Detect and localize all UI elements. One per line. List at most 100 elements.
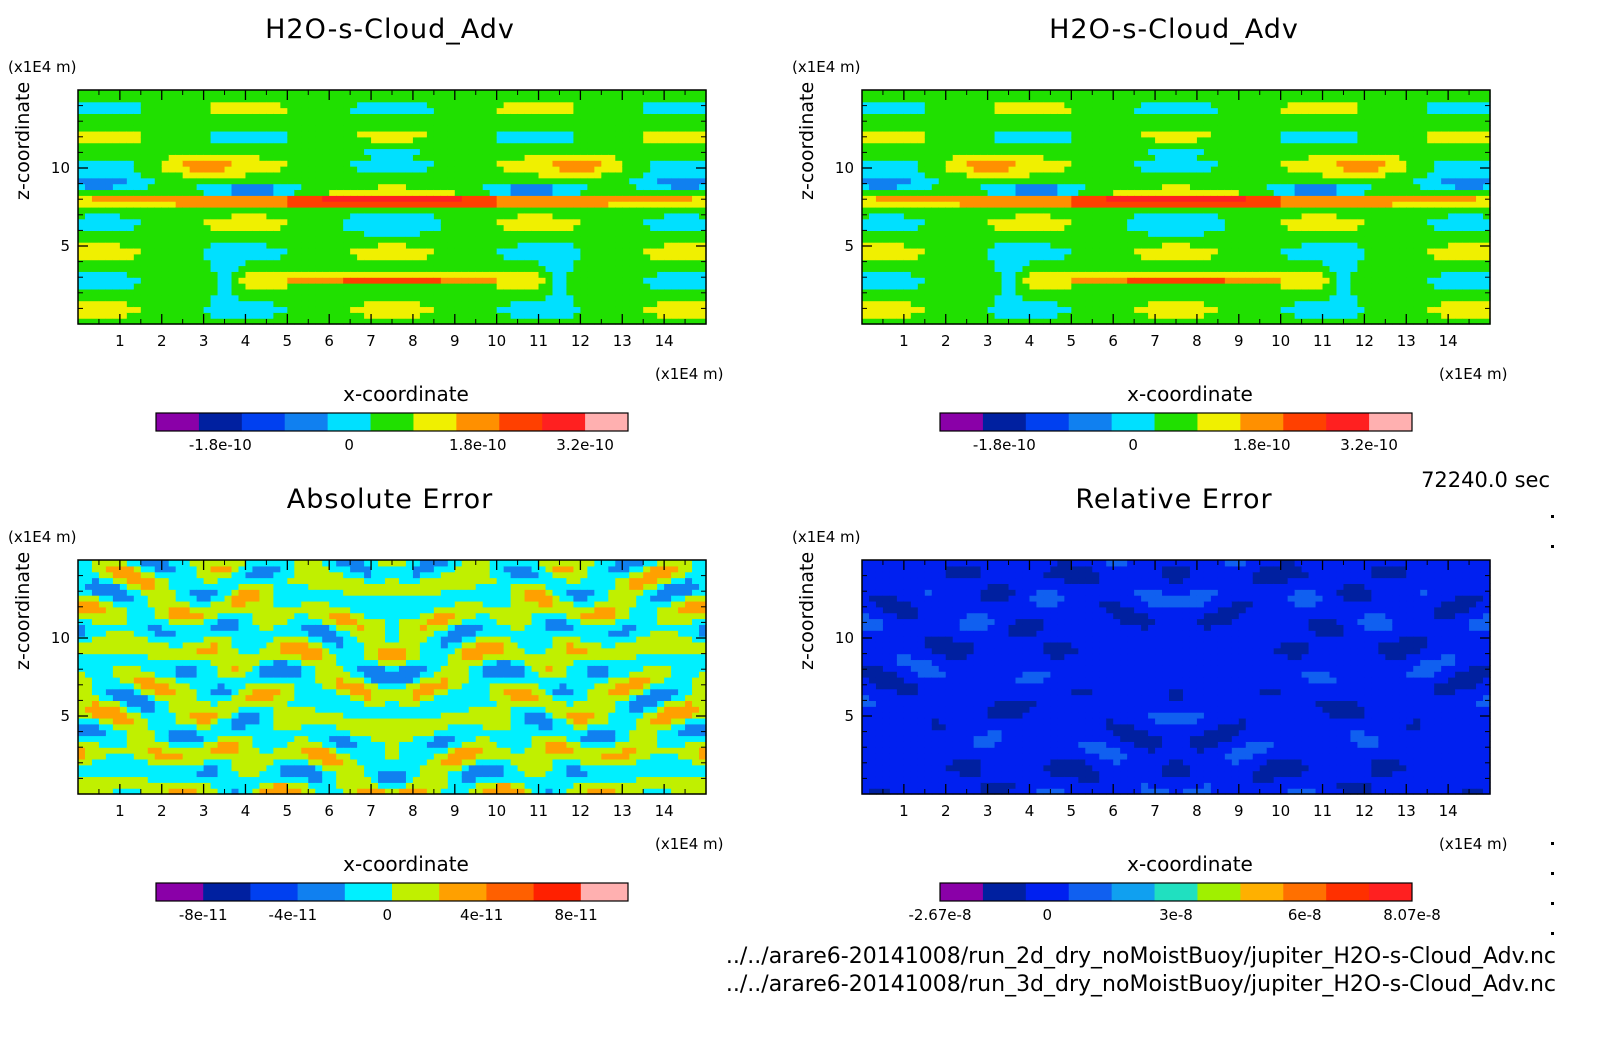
heatmap-cell <box>252 142 261 150</box>
heatmap-cell <box>126 166 135 173</box>
heatmap-cell <box>203 130 212 138</box>
heatmap-cell <box>182 183 191 191</box>
heatmap-cell <box>685 201 693 208</box>
heatmap-cell <box>959 171 968 179</box>
heatmap-cell <box>371 119 379 126</box>
heatmap-cell <box>1008 300 1017 308</box>
heatmap-cell <box>364 207 372 214</box>
heatmap-cell <box>210 259 219 267</box>
heatmap-cell <box>350 183 358 191</box>
heatmap-cell <box>580 125 588 132</box>
heatmap-cell <box>938 107 947 114</box>
heatmap-cell <box>175 259 184 267</box>
heatmap-cell <box>573 166 581 173</box>
heatmap-cell <box>398 107 407 114</box>
heatmap-cell <box>112 177 121 185</box>
heatmap-cell <box>917 136 926 144</box>
heatmap-cell <box>538 136 547 144</box>
heatmap-cell <box>301 195 309 202</box>
heatmap-cell <box>419 101 428 109</box>
heatmap-cell <box>580 90 588 97</box>
heatmap-cell <box>910 201 919 208</box>
heatmap-cell <box>266 101 274 109</box>
heatmap-cell <box>896 271 905 278</box>
heatmap-cell <box>203 148 212 155</box>
heatmap-cell <box>524 265 533 272</box>
heatmap-cell <box>1043 277 1051 284</box>
heatmap-cell <box>392 113 400 120</box>
heatmap-cell <box>168 283 177 290</box>
heatmap-cell <box>629 224 637 231</box>
heatmap-cell <box>287 283 295 290</box>
heatmap-cell <box>862 101 870 109</box>
heatmap-cell <box>545 247 554 255</box>
heatmap-cell <box>329 312 337 319</box>
heatmap-cell <box>882 183 891 191</box>
heatmap-cell <box>503 318 512 325</box>
heatmap-cell <box>252 230 261 237</box>
heatmap-cell <box>105 177 114 185</box>
heatmap-cell <box>1036 218 1045 226</box>
heatmap-cell <box>266 201 274 208</box>
heatmap-cell <box>322 288 330 296</box>
heatmap-cell <box>91 271 100 278</box>
heatmap-cell <box>419 277 428 284</box>
heatmap-cell <box>447 242 456 249</box>
heatmap-cell <box>175 130 184 138</box>
heatmap-cell <box>917 119 926 126</box>
heatmap-cell <box>917 288 926 296</box>
heatmap-cell <box>1078 236 1086 243</box>
heatmap-cell <box>664 230 672 237</box>
heatmap-cell <box>371 154 379 161</box>
heatmap-cell <box>364 259 372 267</box>
heatmap-cell <box>524 201 533 208</box>
heatmap-cell <box>482 207 491 214</box>
heatmap-cell <box>398 265 407 272</box>
heatmap-cell <box>419 259 428 267</box>
heatmap-cell <box>678 277 686 284</box>
heatmap-cell <box>1036 136 1045 144</box>
heatmap-cell <box>336 154 344 161</box>
heatmap-cell <box>699 288 707 296</box>
heatmap-cell <box>573 224 581 231</box>
heatmap-cell <box>657 189 665 196</box>
heatmap-cell <box>573 101 581 109</box>
heatmap-cell <box>294 253 302 261</box>
heatmap-cell <box>1029 259 1038 267</box>
heatmap-cell <box>657 201 665 208</box>
heatmap-cell <box>245 189 254 196</box>
heatmap-cell <box>938 236 947 243</box>
heatmap-cell <box>910 253 919 261</box>
heatmap-cell <box>84 277 93 284</box>
heatmap-cell <box>980 201 989 208</box>
heatmap-cell <box>503 312 512 319</box>
heatmap-cell <box>545 171 554 179</box>
heatmap-cell <box>692 119 700 126</box>
heatmap-cell <box>1036 148 1045 155</box>
heatmap-cell <box>245 90 254 97</box>
heatmap-cell <box>685 107 693 114</box>
heatmap-cell <box>503 259 512 267</box>
heatmap-cell <box>105 166 114 173</box>
heatmap-cell <box>594 177 602 185</box>
heatmap-cell <box>931 171 940 179</box>
heatmap-cell <box>889 283 898 290</box>
heatmap-cell <box>336 247 344 255</box>
heatmap-cell <box>1022 207 1031 214</box>
heatmap-cell <box>252 95 261 103</box>
heatmap-cell <box>322 136 330 144</box>
heatmap-cell <box>182 224 191 231</box>
heatmap-cell <box>84 142 93 150</box>
heatmap-cell <box>105 119 114 126</box>
heatmap-cell <box>594 125 602 132</box>
heatmap-cell <box>615 242 623 249</box>
heatmap-cell <box>105 283 114 290</box>
heatmap-cell <box>224 294 233 302</box>
heatmap-cell <box>924 154 933 161</box>
heatmap-cell <box>350 265 358 272</box>
heatmap-cell <box>952 177 961 185</box>
heatmap-cell <box>405 136 414 144</box>
heatmap-cell <box>217 230 226 237</box>
heatmap-cell <box>692 195 700 202</box>
heatmap-cell <box>1001 212 1010 220</box>
